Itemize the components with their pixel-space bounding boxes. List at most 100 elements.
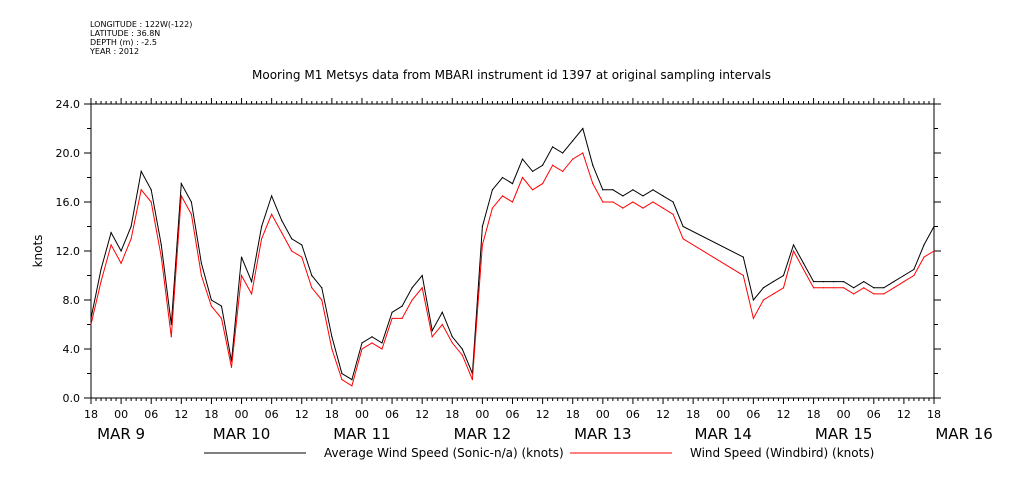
series-1-point: [371, 336, 373, 338]
series-1-point: [271, 195, 273, 197]
series-2-point: [511, 201, 514, 203]
series-1-point: [321, 287, 323, 289]
x-hour-tick-label: 12: [295, 408, 309, 421]
series-1-point: [823, 281, 825, 283]
series-1-point: [210, 299, 213, 301]
series-2-point: [331, 348, 333, 350]
legend-label-1: Average Wind Speed (Sonic-n/a) (knots): [324, 446, 564, 460]
series-1-point: [672, 201, 674, 203]
series-2-point: [823, 287, 825, 289]
series-2-point: [772, 293, 775, 295]
series-1-point: [401, 305, 403, 307]
series-2-point: [361, 348, 363, 350]
series-2-point: [501, 195, 504, 197]
series-2-point: [110, 244, 112, 246]
series-1-point: [833, 281, 835, 283]
series-1-point: [923, 244, 925, 246]
series-2-point: [531, 189, 534, 191]
series-2-point: [682, 238, 684, 240]
x-date-label: MAR 10: [213, 425, 270, 443]
series-1-point: [481, 225, 483, 228]
series-2-point: [381, 348, 383, 350]
series-line-2: [90, 152, 935, 387]
series-2-point: [120, 262, 122, 264]
x-hour-tick-label: 18: [84, 408, 98, 421]
series-2-point: [742, 274, 744, 277]
x-hour-tick-label: 18: [325, 408, 339, 421]
series-1-point: [90, 317, 92, 319]
series-1-point: [863, 281, 865, 283]
series-2-point: [903, 281, 905, 283]
x-date-label: MAR 14: [695, 425, 752, 443]
series-2-point: [90, 323, 92, 326]
series-1-point: [261, 225, 263, 228]
y-tick-label: 8.0: [63, 294, 81, 307]
series-1-point: [150, 189, 152, 191]
series-2-point: [923, 256, 925, 258]
x-date-label: MAR 9: [97, 425, 145, 443]
y-tick-label: 4.0: [63, 343, 81, 356]
x-hour-tick-label: 18: [566, 408, 580, 421]
series-1-point: [782, 274, 785, 277]
series-1-point: [772, 281, 775, 283]
series-1-point: [441, 311, 443, 313]
series-2-point: [471, 379, 473, 381]
series-1-point: [381, 342, 383, 344]
series-1-point: [903, 274, 905, 277]
series-1-point: [461, 348, 463, 350]
longitude-label: LONGITUDE : 122W(-122): [90, 20, 193, 29]
y-tick-label: 0.0: [63, 392, 81, 405]
series-1-point: [250, 281, 253, 283]
series-2-point: [562, 170, 564, 172]
series-2-point: [281, 232, 283, 234]
x-hour-tick-label: 06: [867, 408, 881, 421]
series-2-point: [863, 287, 865, 289]
series-2-point: [341, 379, 343, 381]
series-1-point: [572, 140, 574, 142]
series-2-point: [311, 287, 313, 289]
year-label: YEAR : 2012: [90, 47, 140, 56]
x-hour-tick-label: 18: [686, 408, 700, 421]
chart-title: Mooring M1 Metsys data from MBARI instru…: [252, 68, 771, 82]
series-1-point: [140, 170, 142, 172]
series-1-point: [341, 372, 343, 375]
series-2-point: [632, 201, 634, 203]
series-2-point: [602, 201, 604, 203]
x-date-label: MAR 13: [574, 425, 631, 443]
x-hour-tick-label: 00: [596, 408, 610, 421]
x-hour-tick-label: 00: [837, 408, 851, 421]
series-2-point: [130, 238, 132, 240]
x-date-label: MAR 15: [815, 425, 872, 443]
series-2-point: [662, 207, 664, 209]
series-2-point: [843, 287, 845, 289]
series-1-point: [662, 195, 664, 197]
series-2-point: [100, 281, 102, 283]
series-1-point: [160, 244, 162, 246]
x-hour-tick-label: 06: [144, 408, 158, 421]
series-1-point: [602, 189, 604, 191]
y-tick-label: 24.0: [56, 98, 81, 111]
series-2-point: [170, 336, 172, 338]
series-1-point: [190, 201, 192, 203]
series-2-point: [411, 299, 413, 301]
series-2-point: [441, 323, 443, 326]
series-1-point: [562, 152, 564, 154]
series-1-point: [281, 219, 283, 221]
series-1-point: [180, 183, 182, 185]
series-2-point: [250, 293, 253, 295]
series-2-point: [572, 158, 574, 160]
x-hour-tick-label: 00: [235, 408, 249, 421]
series-1-point: [521, 158, 524, 160]
series-1-point: [742, 256, 744, 258]
series-1-point: [240, 256, 243, 258]
series-1-point: [130, 225, 132, 228]
x-hour-tick-label: 18: [807, 408, 821, 421]
series-1-point: [501, 176, 504, 179]
plot-frame: [90, 103, 935, 399]
series-1-point: [200, 262, 202, 264]
x-hour-tick-label: 18: [204, 408, 218, 421]
series-2-point: [782, 287, 785, 289]
x-hour-tick-label: 00: [355, 408, 369, 421]
y-tick-label: 16.0: [56, 196, 81, 209]
series-1-point: [331, 336, 333, 338]
